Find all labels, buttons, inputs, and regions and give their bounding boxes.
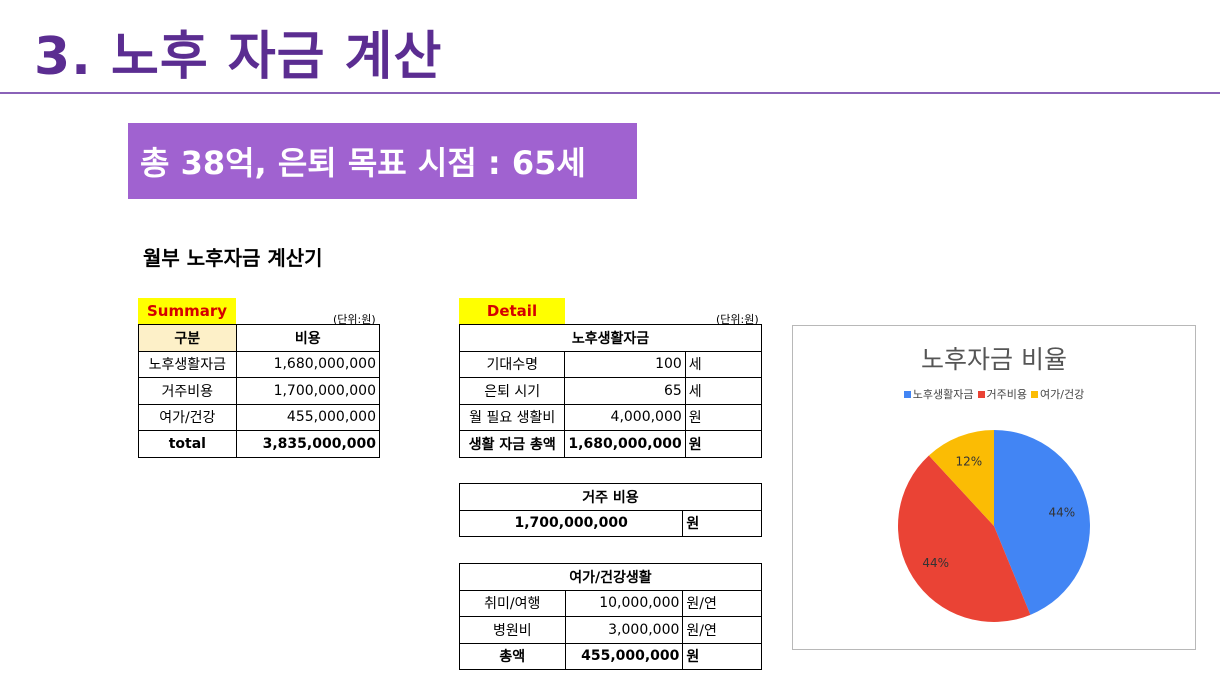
table-row: 취미/여행 10,000,000 원/연	[459, 589, 762, 617]
housing-value: 1,700,000,000	[458, 509, 684, 537]
housing-cost-table: 거주 비용 1,700,000,000 원	[458, 483, 762, 537]
pie-chart: 노후자금 비율 노후생활자금 거주비용 여가/건강 44% 44% 12%	[792, 325, 1196, 650]
housing-header: 거주 비용	[459, 483, 762, 511]
chart-legend: 노후생활자금 거주비용 여가/건강	[793, 386, 1195, 402]
summary-header-row: 구분 비용	[138, 324, 381, 352]
summary-total-value: 3,835,000,000	[235, 430, 381, 458]
housing-header-row: 거주 비용	[459, 483, 762, 511]
living-total-value: 1,680,000,000	[564, 430, 686, 458]
pie-slice-label-0: 44%	[1048, 506, 1075, 520]
table-row: 노후생활자금 1,680,000,000	[138, 350, 381, 378]
living-row-value: 4,000,000	[564, 403, 686, 431]
leisure-total-unit: 원	[682, 642, 762, 670]
legend-label: 노후생활자금	[912, 388, 974, 401]
table-row: 월 필요 생활비 4,000,000 원	[458, 403, 763, 431]
living-total-unit: 원	[684, 430, 763, 458]
summary-row-label: 여가/건강	[138, 403, 237, 431]
leisure-total-label: 총액	[459, 642, 566, 670]
summary-table: 구분 비용 노후생활자금 1,680,000,000 거주비용 1,700,00…	[138, 324, 381, 458]
table-row: 여가/건강 455,000,000	[138, 403, 381, 431]
summary-row-value: 1,700,000,000	[235, 377, 381, 405]
summary-header-category: 구분	[138, 324, 237, 352]
living-row-unit: 원	[684, 403, 763, 431]
pie-slice-0	[994, 430, 1090, 615]
leisure-row-unit: 원/연	[682, 589, 762, 617]
legend-item: 여가/건강	[1031, 386, 1084, 402]
leisure-row-value: 10,000,000	[564, 589, 684, 617]
pie-slice-label-1: 44%	[922, 556, 949, 570]
legend-item: 거주비용	[977, 386, 1028, 402]
leisure-header: 여가/건강생활	[459, 563, 762, 591]
leisure-row-label: 병원비	[459, 616, 566, 644]
summary-tag: Summary	[138, 298, 236, 324]
detail-unit-note: (단위:원)	[716, 313, 759, 326]
summary-row-label: 노후생활자금	[138, 350, 237, 378]
living-row-unit: 세	[684, 350, 763, 378]
summary-total-label: total	[138, 430, 237, 458]
title-divider	[0, 92, 1220, 94]
pie-slice-label-2: 12%	[955, 455, 982, 469]
leisure-row-value: 3,000,000	[564, 616, 684, 644]
table-row: 은퇴 시기 65 세	[458, 377, 763, 405]
detail-tag: Detail	[459, 298, 565, 324]
living-cost-table: 노후생활자금 기대수명 100 세 은퇴 시기 65 세 월 필요 생활비 4,…	[458, 324, 763, 458]
legend-label: 여가/건강	[1040, 388, 1085, 401]
summary-total-row: total 3,835,000,000	[138, 430, 381, 458]
housing-unit: 원	[682, 509, 762, 537]
leisure-row-label: 취미/여행	[459, 589, 566, 617]
leisure-total-row: 총액 455,000,000 원	[459, 642, 762, 670]
legend-label: 거주비용	[986, 388, 1028, 401]
living-header-row: 노후생활자금	[459, 324, 762, 352]
calculator-title: 월부 노후자금 계산기	[143, 246, 323, 270]
living-row-label: 월 필요 생활비	[458, 403, 566, 431]
summary-header-cost: 비용	[235, 324, 381, 352]
pie-slice-1	[898, 455, 1031, 622]
pie-slice-2	[928, 430, 994, 526]
living-header: 노후생활자금	[459, 324, 762, 352]
pie-plot-area: 44% 44% 12%	[898, 430, 1090, 622]
summary-banner: 총 38억, 은퇴 목표 시점 : 65세	[128, 123, 637, 199]
table-row: 병원비 3,000,000 원/연	[459, 616, 762, 644]
legend-item: 노후생활자금	[903, 386, 974, 402]
table-row: 기대수명 100 세	[458, 350, 763, 378]
summary-row-value: 455,000,000	[235, 403, 381, 431]
legend-swatch-2	[1031, 390, 1039, 398]
leisure-row-unit: 원/연	[682, 616, 762, 644]
summary-unit-note: (단위:원)	[333, 313, 376, 326]
living-total-row: 생활 자금 총액 1,680,000,000 원	[458, 430, 763, 458]
living-row-unit: 세	[684, 377, 763, 405]
summary-row-value: 1,680,000,000	[235, 350, 381, 378]
table-row: 거주비용 1,700,000,000	[138, 377, 381, 405]
living-row-label: 은퇴 시기	[458, 377, 566, 405]
living-row-value: 100	[564, 350, 686, 378]
page-title: 3. 노후 자금 계산	[34, 27, 443, 87]
leisure-header-row: 여가/건강생활	[459, 563, 762, 591]
leisure-health-table: 여가/건강생활 취미/여행 10,000,000 원/연 병원비 3,000,0…	[459, 563, 762, 670]
summary-row-label: 거주비용	[138, 377, 237, 405]
legend-swatch-0	[903, 390, 911, 398]
leisure-total-value: 455,000,000	[564, 642, 684, 670]
living-total-label: 생활 자금 총액	[458, 430, 566, 458]
housing-value-row: 1,700,000,000 원	[458, 509, 762, 537]
living-row-label: 기대수명	[458, 350, 566, 378]
legend-swatch-1	[977, 390, 985, 398]
chart-title: 노후자금 비율	[921, 345, 1067, 374]
living-row-value: 65	[564, 377, 686, 405]
